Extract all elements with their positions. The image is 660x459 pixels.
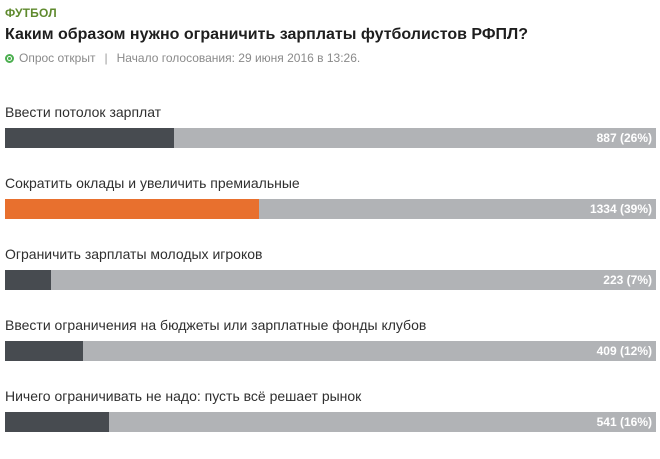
poll-option[interactable]: Ввести потолок зарплат 887 (26%) (5, 104, 656, 175)
result-bar-fill (5, 270, 51, 290)
result-bar-fill (5, 412, 110, 432)
option-label: Сократить оклады и увеличить премиальные (5, 175, 300, 191)
poll-widget: ФУТБОЛ Каким образом нужно ограничить за… (5, 6, 660, 432)
result-bar-fill (5, 128, 175, 148)
poll-option[interactable]: Сократить оклады и увеличить премиальные… (5, 175, 656, 246)
result-bar: 1334 (39%) (5, 199, 656, 219)
poll-option[interactable]: Ограничить зарплаты молодых игроков 223 … (5, 246, 656, 317)
result-bar-fill (5, 341, 84, 361)
result-bar: 887 (26%) (5, 128, 656, 148)
result-value: 409 (12%) (596, 344, 652, 358)
poll-options: Ввести потолок зарплат 887 (26%) Сократи… (5, 104, 656, 459)
result-bar: 409 (12%) (5, 341, 656, 361)
category-link[interactable]: ФУТБОЛ (5, 6, 57, 20)
result-bar: 541 (16%) (5, 412, 656, 432)
result-value: 887 (26%) (596, 131, 652, 145)
poll-option[interactable]: Ничего ограничивать не надо: пусть всё р… (5, 388, 656, 459)
poll-meta: Опрос открыт | Начало голосования: 29 ию… (5, 51, 660, 65)
option-label: Ничего ограничивать не надо: пусть всё р… (5, 388, 362, 404)
option-label: Ввести потолок зарплат (5, 104, 162, 120)
result-value: 223 (7%) (603, 273, 652, 287)
result-value: 541 (16%) (596, 415, 652, 429)
option-label: Ограничить зарплаты молодых игроков (5, 246, 263, 262)
poll-option[interactable]: Ввести ограничения на бюджеты или зарпла… (5, 317, 656, 388)
option-label: Ввести ограничения на бюджеты или зарпла… (5, 317, 427, 333)
result-value: 1334 (39%) (589, 202, 652, 216)
poll-title: Каким образом нужно ограничить зарплаты … (5, 26, 528, 43)
status-open-icon (5, 53, 14, 63)
result-bar-fill (5, 199, 259, 219)
meta-separator: | (104, 51, 108, 65)
poll-start-date: Начало голосования: 29 июня 2016 в 13:26… (116, 51, 361, 65)
poll-status: Опрос открыт (19, 51, 96, 65)
result-bar: 223 (7%) (5, 270, 656, 290)
